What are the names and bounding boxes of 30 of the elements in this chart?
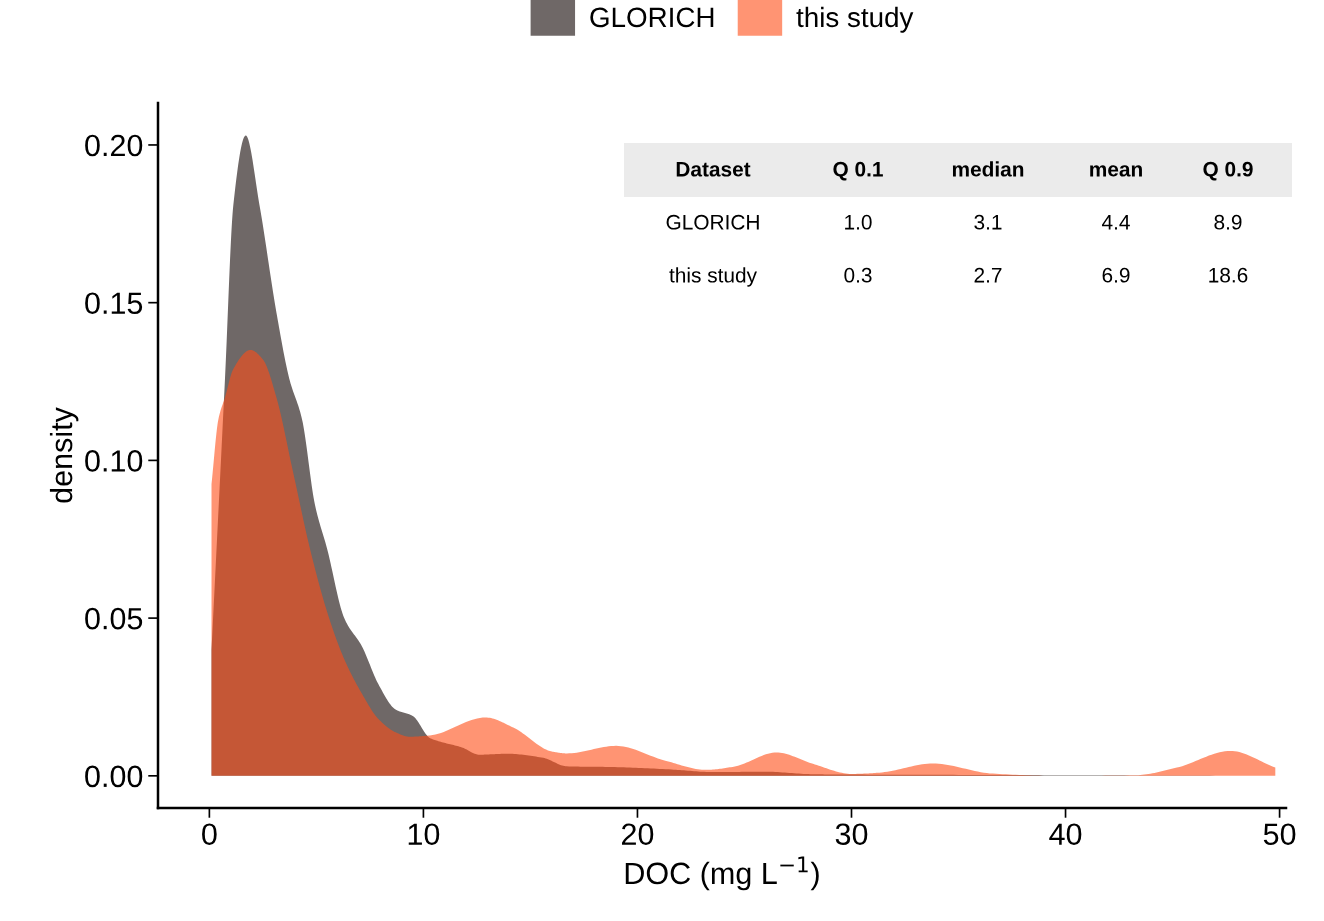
x-tick-label: 20 xyxy=(622,823,654,846)
y-axis-title: density xyxy=(49,407,79,503)
annotation: 6.9 xyxy=(1102,267,1130,283)
annotation: median xyxy=(952,161,1024,177)
x-tick-label: 0 xyxy=(202,823,217,846)
annotation: 0.3 xyxy=(844,267,872,283)
annotation: 2.7 xyxy=(974,267,1002,283)
annotation: 8.9 xyxy=(1214,214,1242,230)
annotation: Dataset xyxy=(676,162,751,177)
x-tick-label: 40 xyxy=(1049,823,1082,846)
x-tick-label: 10 xyxy=(408,823,440,846)
y-tick-label: 0.00 xyxy=(85,765,143,788)
annotation: this study xyxy=(669,267,757,287)
annotation: Q 0.1 xyxy=(833,161,883,181)
annotation: 3.1 xyxy=(974,214,1002,230)
y-tick-label: 0.20 xyxy=(85,134,143,157)
y-tick-label: 0.15 xyxy=(85,292,143,315)
annotation: GLORICH xyxy=(666,214,759,230)
annotation: 18.6 xyxy=(1209,267,1248,283)
legend-label: GLORICH xyxy=(590,7,714,28)
y-tick-label: 0.05 xyxy=(85,607,143,630)
x-tick-label: 50 xyxy=(1263,823,1296,846)
x-tick-label: 30 xyxy=(835,823,868,846)
annotation: mean xyxy=(1090,165,1142,177)
legend-label: this study xyxy=(796,6,914,33)
annotation: 1.0 xyxy=(845,214,872,230)
annotation: 4.4 xyxy=(1102,215,1130,230)
annotation: Q 0.9 xyxy=(1203,161,1253,181)
y-tick-label: 0.10 xyxy=(85,450,143,472)
x-axis-title: DOC (mg L$^{−1}$) xyxy=(625,856,819,891)
